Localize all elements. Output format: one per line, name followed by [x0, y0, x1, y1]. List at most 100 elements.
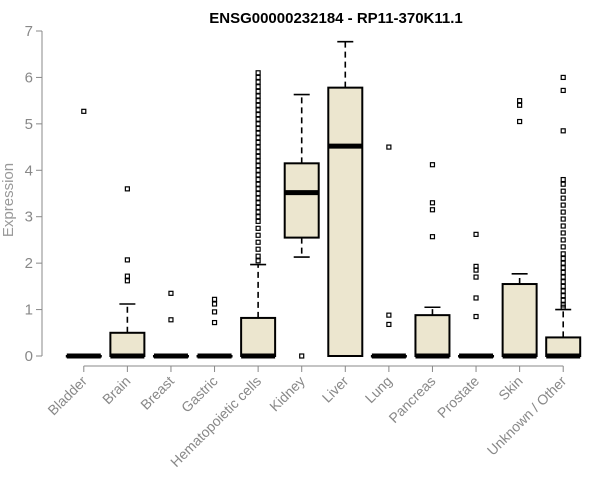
outlier-point: [386, 312, 392, 318]
box-unknown-other: [545, 74, 582, 359]
outlier-point: [429, 200, 436, 206]
box-skin: [501, 98, 538, 359]
outlier-point: [560, 202, 566, 208]
outlier-point: [255, 204, 261, 211]
outlier-point: [211, 309, 218, 315]
outlier-point: [560, 279, 566, 285]
outlier-point: [255, 225, 261, 231]
x-tick-label: Brain: [99, 373, 133, 407]
x-tick-label: Liver: [319, 373, 352, 406]
outlier-point: [386, 321, 392, 328]
y-tick-label: 2: [25, 255, 33, 272]
outlier-point: [255, 195, 261, 201]
outlier-point: [560, 302, 566, 308]
outlier-point: [255, 121, 261, 127]
outlier-point: [560, 260, 566, 266]
box-prostate: [458, 231, 495, 359]
outlier-point: [255, 158, 261, 164]
outlier-point: [255, 190, 261, 197]
outlier-point: [255, 209, 261, 215]
x-tick-label: Gastric: [178, 373, 221, 416]
outlier-point: [255, 163, 261, 169]
outlier-point: [211, 296, 218, 302]
outlier-point: [473, 313, 479, 320]
outlier-point: [255, 111, 261, 118]
outlier-point: [299, 353, 305, 359]
outlier-point: [255, 186, 261, 192]
outlier-point: [255, 176, 261, 183]
outlier-point: [560, 251, 566, 257]
box-bladder: [65, 108, 102, 359]
outlier-point: [473, 295, 479, 301]
x-tick-label: Prostate: [434, 373, 482, 421]
outlier-point: [560, 87, 566, 94]
outlier-point: [255, 258, 261, 264]
y-tick-label: 7: [25, 23, 33, 40]
iqr-box: [501, 283, 538, 357]
outlier-point: [211, 319, 218, 326]
outlier-point: [255, 70, 261, 76]
outlier-point: [560, 283, 566, 289]
outlier-point: [473, 263, 479, 269]
outlier-point: [429, 162, 436, 168]
outlier-point: [255, 144, 261, 150]
outlier-point: [255, 98, 261, 104]
outlier-point: [255, 218, 261, 224]
x-tick-label: Unknown / Other: [484, 373, 570, 459]
outlier-point: [560, 269, 566, 276]
x-tick-label: Breast: [137, 373, 177, 413]
outlier-point: [560, 274, 566, 280]
outlier-point: [255, 200, 261, 206]
outlier-point: [255, 232, 261, 238]
outlier-point: [255, 125, 261, 132]
outlier-point: [255, 74, 261, 81]
outlier-point: [429, 234, 436, 240]
outlier-point: [255, 167, 261, 173]
outlier-point: [255, 107, 261, 113]
outlier-point: [255, 84, 261, 90]
outlier-point: [255, 153, 261, 159]
outlier-point: [560, 216, 566, 222]
outlier-point: [255, 253, 261, 259]
iqr-box: [545, 336, 582, 357]
box-liver: [327, 40, 364, 358]
outlier-point: [473, 274, 479, 280]
iqr-box: [240, 316, 277, 357]
outlier-point: [560, 230, 566, 236]
outlier-point: [560, 195, 566, 201]
outlier-point: [255, 214, 261, 220]
outlier-point: [473, 231, 479, 237]
box-gastric: [196, 296, 233, 359]
outlier-point: [517, 102, 523, 108]
y-axis-label: Expression: [0, 163, 17, 237]
outlier-point: [255, 246, 261, 252]
iqr-box: [327, 86, 364, 358]
box-kidney: [283, 93, 320, 359]
box-hematopoietic-cells: [240, 70, 277, 359]
x-tick-label: Bladder: [44, 373, 90, 419]
y-tick-label: 4: [25, 162, 33, 179]
outlier-point: [255, 79, 261, 85]
outlier-point: [560, 223, 566, 229]
x-tick-label: Pancreas: [385, 373, 438, 426]
outlier-point: [560, 188, 566, 194]
outlier-point: [255, 88, 261, 94]
outlier-point: [517, 98, 523, 104]
outlier-point: [255, 93, 261, 99]
outlier-point: [560, 128, 566, 134]
outlier-point: [560, 288, 566, 294]
outlier-point: [124, 257, 130, 263]
outlier-point: [560, 209, 566, 215]
y-tick-label: 3: [25, 209, 33, 226]
iqr-box: [109, 331, 146, 357]
outlier-point: [386, 144, 392, 150]
outlier-point: [560, 293, 566, 299]
outlier-point: [124, 278, 130, 284]
iqr-box: [414, 314, 451, 357]
outlier-point: [560, 74, 566, 81]
x-tick-label: Lung: [362, 373, 395, 406]
outlier-point: [255, 130, 261, 136]
y-tick-label: 6: [25, 69, 33, 86]
